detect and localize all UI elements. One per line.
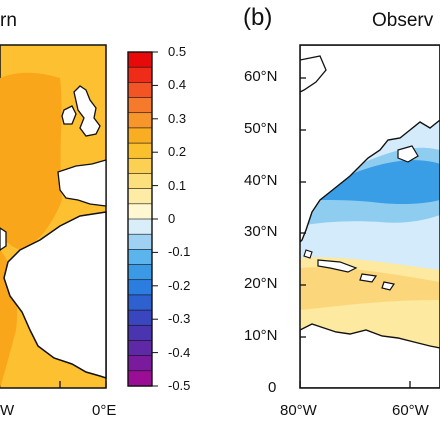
- lat-tick-60n: 60°N: [244, 68, 278, 85]
- panel-a-title: rn: [0, 10, 17, 31]
- lat-tick-50n: 50°N: [244, 120, 278, 137]
- colorbar-tick-label: -0.4: [168, 344, 191, 360]
- north-america-land: [300, 45, 440, 243]
- africa-land: [3, 211, 107, 380]
- colorbar-tick-label: 0: [168, 211, 176, 226]
- colorbar-tick-label: 0.3: [168, 110, 187, 126]
- lat-tick-10n: 10°N: [244, 327, 278, 344]
- lat-tick-30n: 30°N: [244, 223, 278, 240]
- colorbar-tick-label: -0.2: [168, 277, 191, 293]
- lat-tick-40n: 40°N: [244, 172, 278, 189]
- lon-tick-60w: 60°W: [392, 402, 429, 419]
- colorbar-tick-label: -0.1: [168, 244, 191, 260]
- panel-a-lon-tick-1: W: [0, 402, 15, 419]
- iberia-land: [57, 159, 107, 207]
- british-isles: [73, 85, 101, 137]
- colorbar-tick-label: 0.1: [168, 177, 187, 193]
- ireland: [61, 105, 77, 125]
- lon-tick-80w: 80°W: [280, 402, 317, 419]
- colorbar-tick-label: -0.3: [168, 311, 191, 327]
- colorbar-tick-label: 0.4: [168, 77, 187, 93]
- south-america-land: [300, 323, 440, 388]
- panel-b-label: (b): [243, 4, 273, 31]
- lat-tick-20n: 20°N: [244, 275, 278, 292]
- panel-b-title: Observ: [372, 10, 434, 31]
- lat-tick-0: 0: [268, 379, 277, 396]
- colorbar-tick-label: -0.5: [168, 378, 191, 393]
- panel-a-lon-tick-2: 0°E: [92, 402, 117, 419]
- colorbar-tick-label: 0.5: [168, 44, 187, 59]
- colorbar-tick-label: 0.2: [168, 144, 187, 160]
